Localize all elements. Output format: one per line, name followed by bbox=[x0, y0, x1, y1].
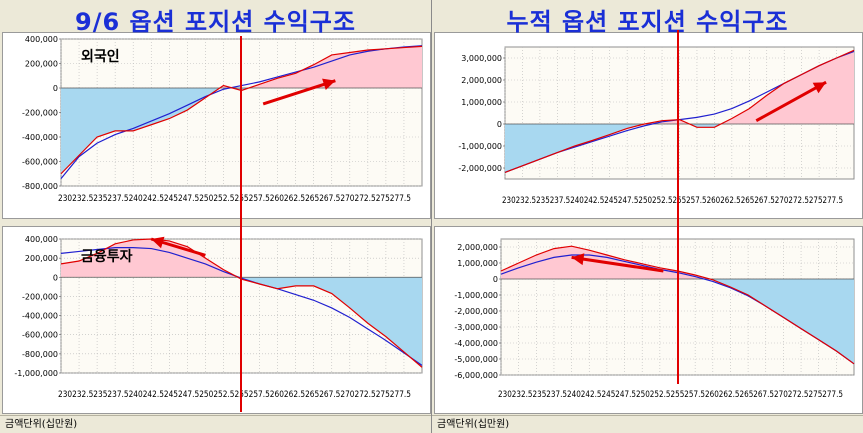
positive-fill-area bbox=[61, 46, 422, 88]
y-tick-label: 0 bbox=[497, 120, 502, 129]
y-tick-label: -800,000 bbox=[22, 350, 58, 359]
y-tick-label: 400,000 bbox=[25, 235, 58, 244]
x-tick-labels: 230232.5235237.5240242.5245247.5250252.5… bbox=[502, 196, 843, 206]
negative-fill-area bbox=[237, 277, 422, 368]
positive-fill-area bbox=[501, 246, 854, 279]
trend-arrow-head bbox=[812, 82, 827, 94]
y-tick-label: 2,000,000 bbox=[461, 76, 502, 85]
y-tick-label: -600,000 bbox=[22, 158, 58, 167]
y-tick-label: 400,000 bbox=[25, 35, 58, 44]
y-tick-label: 0 bbox=[53, 84, 58, 93]
y-tick-label: 2,000,000 bbox=[457, 243, 498, 252]
y-tick-label: -1,000,000 bbox=[14, 369, 58, 378]
right-main-title: 누적 옵션 포지션 수익구조 bbox=[506, 8, 789, 36]
chart-box-foreign-daily: 400,000 200,000 0 -200,000 -400,000 -600,000 -… bbox=[2, 32, 431, 219]
annotation-label: 금융투자 bbox=[81, 249, 133, 265]
left-marker-line bbox=[240, 36, 242, 412]
trend-arrow-shaft bbox=[262, 79, 336, 106]
y-tick-label: 1,000,000 bbox=[457, 259, 498, 268]
trend-arrow-head bbox=[571, 253, 585, 266]
left-main-title: 9/6 옵션 포지션 수익구조 bbox=[75, 8, 356, 36]
y-tick-label: -1,000,000 bbox=[454, 291, 498, 300]
chart-foreign-cumulative: 3,000,000 2,000,000 1,000,000 0 -1,000,000 -2… bbox=[458, 46, 855, 206]
y-tick-label: -6,000,000 bbox=[454, 371, 498, 380]
y-tick-label: -600,000 bbox=[22, 331, 58, 340]
negative-fill-area bbox=[505, 124, 854, 173]
x-tick-labels: 230232.5235237.5240242.5245247.5250252.5… bbox=[498, 390, 843, 400]
y-tick-label: -3,000,000 bbox=[454, 323, 498, 332]
y-tick-label: 200,000 bbox=[25, 254, 58, 263]
chart-financial-daily: 400,000 200,000 0 -200,000 -400,000 -600,000 -… bbox=[14, 235, 423, 400]
y-tick-label: 200,000 bbox=[25, 60, 58, 69]
negative-fill-area bbox=[61, 88, 422, 174]
right-status-bar: 금액단위(십만원) bbox=[432, 415, 863, 433]
trend-arrow-head bbox=[151, 236, 165, 249]
y-tick-label: -800,000 bbox=[22, 182, 58, 191]
y-tick-label: 0 bbox=[53, 273, 58, 282]
negative-fill-area bbox=[501, 279, 854, 364]
left-panel: 9/6 옵션 포지션 수익구조 400,000 200,000 0 -200,000 -… bbox=[0, 0, 436, 433]
y-tick-label: -400,000 bbox=[22, 133, 58, 142]
y-tick-label: -2,000,000 bbox=[454, 307, 498, 316]
chart-foreign-daily: 400,000 200,000 0 -200,000 -400,000 -600,000 -… bbox=[22, 35, 423, 204]
y-tick-label: -4,000,000 bbox=[454, 339, 498, 348]
x-tick-labels: 230232.5235237.5240242.5245247.5250252.5… bbox=[58, 390, 411, 400]
y-tick-label: -200,000 bbox=[22, 109, 58, 118]
chart-box-foreign-cumulative: 3,000,000 2,000,000 1,000,000 0 -1,000,000 -2… bbox=[434, 32, 863, 219]
chart-box-financial-cumulative: 2,000,000 1,000,000 0 -1,000,000 -2,000,000 -… bbox=[434, 226, 863, 414]
trend-arrow-shaft bbox=[571, 255, 664, 273]
chart-box-financial-daily: 400,000 200,000 0 -200,000 -400,000 -600,000 -… bbox=[2, 226, 431, 414]
right-panel: 누적 옵션 포지션 수익구조 3,000,000 2,000,000 1,000,0… bbox=[432, 0, 863, 433]
y-tick-label: 0 bbox=[493, 275, 498, 284]
y-tick-label: 3,000,000 bbox=[461, 54, 502, 63]
left-status-bar: 금액단위(십만원) bbox=[0, 415, 436, 433]
y-tick-label: -200,000 bbox=[22, 292, 58, 301]
y-tick-label: -2,000,000 bbox=[458, 164, 502, 173]
chart-financial-cumulative: 2,000,000 1,000,000 0 -1,000,000 -2,000,000 -… bbox=[454, 238, 855, 400]
x-tick-labels: 230232.5235237.5240242.5245247.5250252.5… bbox=[58, 194, 411, 204]
trend-arrow-head bbox=[322, 78, 336, 91]
y-tick-label: 1,000,000 bbox=[461, 98, 502, 107]
y-tick-label: -400,000 bbox=[22, 312, 58, 321]
y-tick-label: -5,000,000 bbox=[454, 355, 498, 364]
annotation-label: 외국인 bbox=[81, 48, 120, 65]
red-series-line bbox=[504, 49, 855, 173]
right-marker-line bbox=[677, 30, 679, 384]
panel-divider bbox=[431, 0, 432, 433]
y-tick-label: -1,000,000 bbox=[458, 142, 502, 151]
positive-fill-area bbox=[505, 50, 854, 124]
trend-arrow-shaft bbox=[755, 80, 827, 123]
